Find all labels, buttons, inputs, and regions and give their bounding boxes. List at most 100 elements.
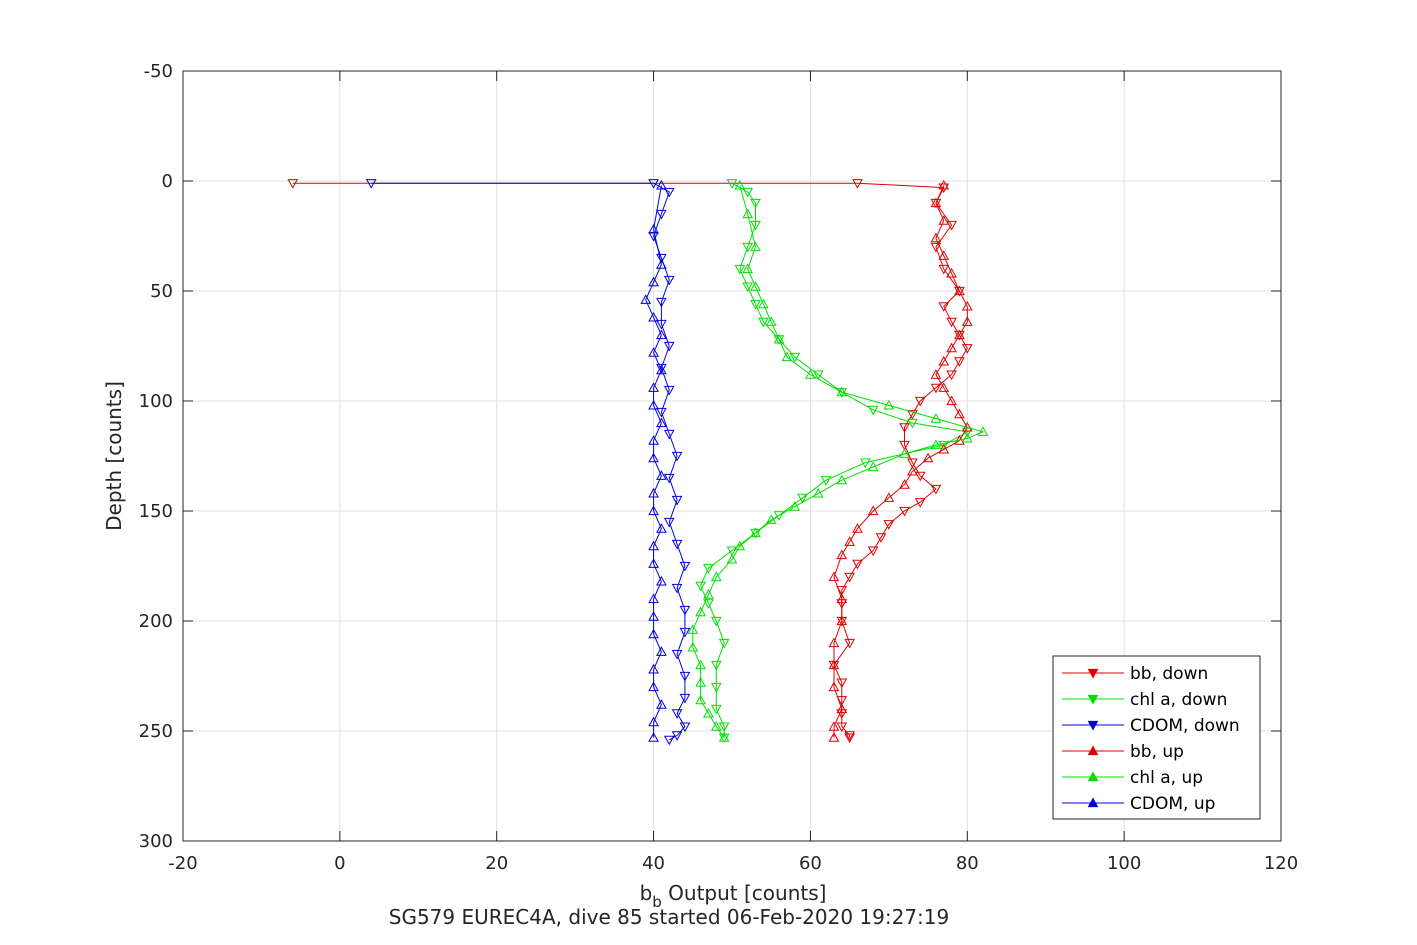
data-point — [930, 439, 942, 450]
x-tick-label: -20 — [168, 853, 197, 874]
data-point — [836, 474, 848, 485]
x-tick-label: 80 — [956, 853, 979, 874]
x-tick-label: 0 — [334, 853, 345, 874]
data-point — [907, 418, 918, 429]
data-point — [836, 586, 848, 596]
data-point — [954, 408, 965, 419]
data-point — [930, 413, 942, 423]
data-point — [836, 615, 848, 626]
y-tick-label: 0 — [162, 171, 173, 192]
data-point — [695, 659, 706, 670]
data-point — [946, 370, 957, 381]
data-point — [656, 259, 667, 269]
legend-marker — [1087, 694, 1099, 705]
data-point — [742, 282, 754, 293]
data-point — [648, 540, 659, 551]
data-point — [648, 663, 659, 674]
data-point — [679, 693, 691, 704]
data-point — [961, 344, 973, 354]
data-point — [648, 382, 659, 392]
y-tick-label: 300 — [139, 831, 173, 852]
legend-label: CDOM, down — [1130, 716, 1240, 736]
data-point — [820, 476, 832, 486]
data-point — [640, 294, 652, 304]
data-point — [867, 546, 879, 557]
data-point — [710, 682, 722, 693]
data-point — [765, 514, 777, 524]
data-point — [828, 681, 840, 692]
legend-marker — [1087, 771, 1099, 782]
series-5 — [640, 179, 667, 742]
legend-label: bb, up — [1130, 742, 1184, 762]
data-point — [844, 638, 855, 649]
data-point — [648, 628, 659, 639]
data-point — [930, 232, 942, 243]
data-point — [718, 732, 730, 742]
data-point — [742, 242, 754, 253]
data-point — [938, 250, 950, 260]
data-point — [663, 275, 675, 286]
legend-marker — [1087, 797, 1099, 808]
data-point — [758, 298, 769, 309]
data-point — [828, 571, 840, 582]
data-point — [679, 627, 691, 638]
data-point — [867, 405, 879, 416]
data-point — [703, 589, 714, 599]
data-point — [883, 399, 895, 410]
data-point — [844, 731, 855, 741]
data-point — [734, 264, 746, 275]
data-point — [671, 649, 683, 660]
data-point — [930, 383, 942, 394]
data-point — [656, 470, 667, 480]
legend-label: CDOM, up — [1130, 794, 1215, 814]
data-point — [648, 435, 659, 445]
data-point — [679, 605, 691, 616]
data-point — [954, 285, 965, 296]
data-point — [671, 731, 683, 741]
data-point — [758, 317, 769, 328]
data-point — [922, 452, 934, 463]
data-point — [656, 364, 667, 375]
data-point — [914, 471, 926, 482]
data-point — [961, 300, 973, 311]
data-point — [648, 611, 659, 621]
data-point — [938, 215, 950, 225]
data-point — [703, 599, 714, 609]
data-point — [930, 242, 942, 253]
y-tick-label: 100 — [139, 391, 173, 412]
data-point — [648, 311, 659, 322]
y-tick-label: 250 — [139, 721, 173, 742]
data-point — [859, 458, 871, 469]
data-point — [907, 465, 918, 476]
data-point — [773, 333, 785, 344]
data-point — [287, 179, 299, 189]
data-point — [703, 707, 714, 718]
data-point — [805, 369, 816, 379]
data-point — [836, 386, 848, 397]
data-point — [867, 505, 879, 516]
data-point — [883, 492, 895, 502]
data-point — [671, 539, 683, 550]
data-point — [836, 703, 848, 714]
data-point — [828, 659, 840, 670]
legend-marker — [1087, 720, 1099, 731]
data-point — [961, 316, 973, 326]
data-point — [656, 417, 667, 428]
data-point — [750, 198, 761, 209]
data-point — [742, 263, 754, 274]
x-tick-label: 40 — [642, 853, 665, 874]
data-point — [648, 399, 659, 410]
data-point — [828, 721, 840, 731]
x-tick-label: 20 — [485, 853, 508, 874]
data-point — [961, 432, 973, 443]
data-point — [656, 319, 667, 330]
data-point — [648, 223, 659, 234]
data-point — [671, 709, 683, 719]
data-point — [946, 395, 957, 406]
series-3 — [828, 179, 973, 742]
data-point — [750, 241, 761, 252]
data-point — [648, 347, 659, 357]
data-point — [938, 264, 950, 275]
legend-marker — [1087, 745, 1099, 756]
